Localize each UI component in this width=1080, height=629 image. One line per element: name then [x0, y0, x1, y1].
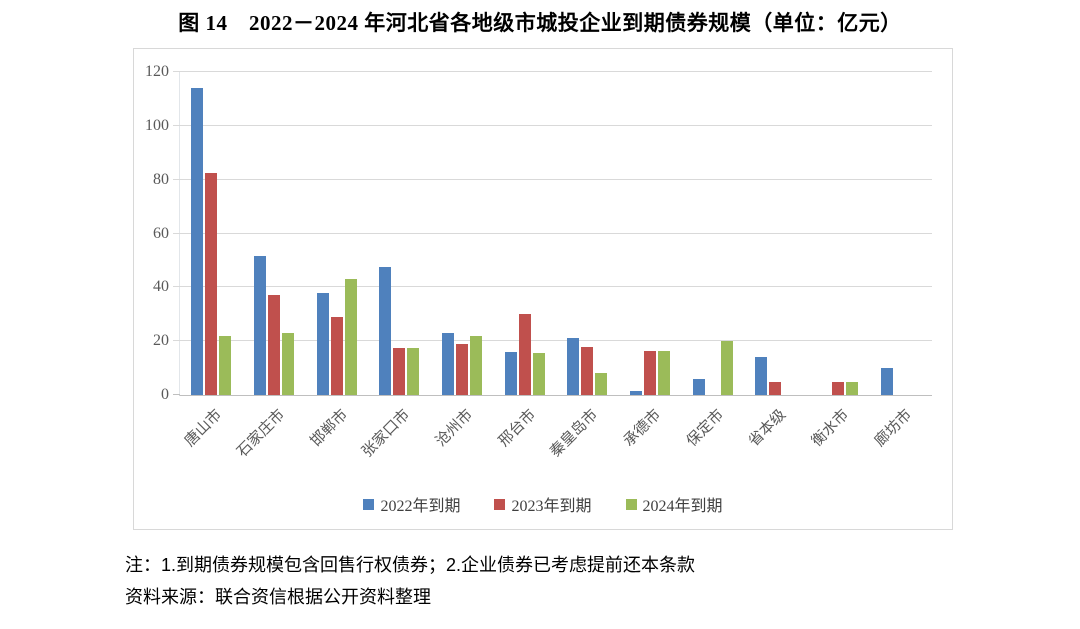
x-axis-label: 保定市 — [683, 406, 727, 450]
y-axis-label: 0 — [161, 386, 169, 403]
y-axis-label: 120 — [145, 63, 169, 80]
bar-group-3 — [305, 72, 368, 395]
x-axis-label: 唐山市 — [182, 406, 226, 450]
bar — [630, 390, 643, 395]
gridline — [173, 178, 932, 180]
y-axis-label: 80 — [153, 170, 169, 188]
bar-group-8 — [619, 72, 682, 395]
bar-group-1 — [180, 72, 243, 395]
bar — [393, 347, 406, 395]
bar — [456, 343, 469, 395]
legend-item: 2024年到期 — [625, 492, 723, 516]
bar — [470, 335, 483, 395]
legend-item: 2023年到期 — [494, 492, 592, 516]
bar-group-6 — [493, 72, 556, 395]
x-axis-label: 秦皇岛市 — [547, 406, 602, 461]
chart-frame: 0 20 40 60 80 100 120 唐山市 石家庄市 邯郸市 张家口市 沧州市 邢台市 秦皇岛市承… — [133, 48, 953, 530]
y-axis-tick — [173, 394, 180, 395]
x-axis-label: 衡水市 — [808, 406, 853, 450]
bar — [581, 346, 594, 395]
plot-area: 0 20 40 60 80 100 120 唐山市 石家庄市 邯郸市 张家口市 沧州市 邢台市 秦皇岛市承… — [145, 63, 932, 461]
bar — [330, 316, 343, 395]
bar-group-12 — [869, 72, 932, 395]
bar — [644, 350, 657, 395]
bar — [219, 335, 232, 395]
bar — [692, 378, 705, 395]
y-axis-label: 40 — [153, 278, 169, 296]
x-axis-label: 省本级 — [746, 406, 790, 450]
x-axis-label: 张家口市 — [359, 406, 414, 461]
bar — [282, 333, 294, 395]
legend-swatch-icon — [494, 498, 506, 510]
legend-swatch-icon — [363, 498, 375, 510]
bar — [769, 381, 782, 395]
bar — [720, 341, 733, 395]
x-axis-label: 邯郸市 — [307, 406, 351, 450]
y-axis-label: 20 — [153, 332, 169, 350]
x-axis-label: 廊坊市 — [871, 406, 915, 450]
gridline — [173, 71, 932, 72]
bar — [518, 314, 531, 395]
y-axis-label: 100 — [145, 116, 169, 134]
bar — [832, 381, 845, 395]
legend-label: 2023年到期 — [511, 498, 592, 515]
bar — [379, 267, 392, 395]
legend-item: 2022年到期 — [363, 492, 460, 516]
bar — [268, 295, 280, 395]
bars-layer — [180, 72, 932, 395]
gridline — [173, 286, 932, 288]
chart-note: 注：1.到期债券规模包含回售行权债券；2.企业债券已考虑提前还本条款 — [125, 555, 696, 575]
x-axis-label: 沧州市 — [432, 406, 477, 450]
bar-group-9 — [681, 72, 744, 395]
bar — [595, 373, 608, 395]
bar — [880, 368, 893, 395]
figure-title: 图 14 2022－2024 年河北省各地级市城投企业到期债券规模（单位：亿元） — [178, 11, 902, 35]
x-axis-labels: 唐山市 石家庄市 邯郸市 张家口市 沧州市 邢台市 秦皇岛市 承德市 保定市 省本级 衡水市 廊坊市 — [180, 395, 932, 485]
x-axis-label: 石家庄市 — [234, 406, 289, 461]
bar — [205, 172, 218, 395]
bar — [532, 353, 545, 395]
gridline — [173, 232, 932, 234]
bar-group-4 — [368, 72, 431, 395]
gridline — [173, 340, 932, 342]
gridline — [173, 124, 932, 126]
legend-swatch-icon — [625, 498, 637, 510]
bar — [504, 351, 517, 395]
x-axis-label: 邢台市 — [495, 406, 539, 450]
y-axis-label: 60 — [153, 224, 169, 242]
bar-group-7 — [556, 72, 619, 395]
bar-group-10 — [744, 72, 807, 395]
legend: 2022年到期 2023年到期 2024年到期 — [134, 492, 952, 516]
legend-label: 2022年到期 — [380, 498, 461, 515]
legend-label: 2024年到期 — [642, 498, 723, 515]
bar-group-2 — [243, 72, 306, 395]
x-axis-label: 承德市 — [620, 406, 665, 450]
bar — [658, 350, 671, 395]
bar — [755, 357, 768, 395]
bar — [567, 338, 580, 395]
bar-group-5 — [431, 72, 494, 395]
bar — [846, 381, 859, 395]
bar — [407, 347, 420, 395]
bar — [442, 333, 455, 395]
bar — [254, 256, 266, 395]
bar — [316, 292, 329, 395]
bar-group-11 — [807, 72, 870, 395]
bar — [344, 279, 357, 395]
bar — [191, 88, 204, 395]
source-note: 资料来源：联合资信根据公开资料整理 — [125, 587, 431, 607]
